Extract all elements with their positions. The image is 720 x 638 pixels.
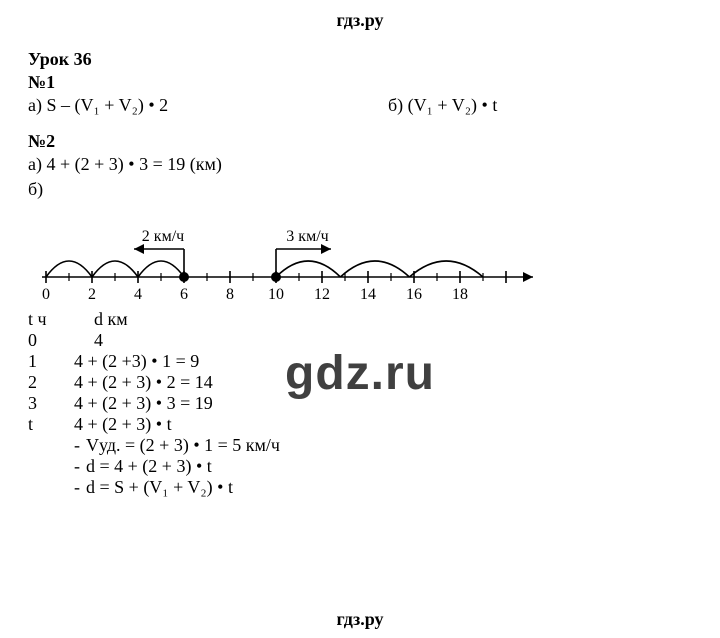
results-block: - Vуд. = (2 + 3) • 1 = 5 км/ч - d = 4 + …: [28, 435, 692, 498]
svg-text:2: 2: [88, 286, 96, 303]
svg-text:14: 14: [360, 286, 376, 303]
dash: -: [28, 435, 86, 456]
task2-num: №2: [28, 131, 692, 152]
task1-a-expr: S – (V₁ + V₂) • 2: [46, 95, 168, 115]
table-cell-d: 4 + (2 + 3) • t: [74, 414, 692, 435]
table-cell-t: 1: [28, 351, 74, 372]
svg-text:4: 4: [134, 286, 142, 303]
task1-a-label: а): [28, 95, 42, 115]
table-row: 34 + (2 + 3) • 3 = 19: [28, 393, 692, 414]
svg-text:8: 8: [226, 286, 234, 303]
svg-text:12: 12: [314, 286, 330, 303]
svg-text:3 км/ч: 3 км/ч: [286, 228, 328, 245]
svg-text:18: 18: [452, 286, 468, 303]
table-row: 04: [28, 330, 692, 351]
svg-text:6: 6: [180, 286, 188, 303]
lesson-title: Урок 36: [28, 49, 692, 70]
svg-text:16: 16: [406, 286, 422, 303]
table-row: 24 + (2 + 3) • 2 = 14: [28, 372, 692, 393]
dash: -: [28, 456, 86, 477]
task1-row: а) S – (V₁ + V₂) • 2 б) (V₁ + V₂) • t: [28, 93, 692, 117]
number-line-diagram: 0 2 4 6 8 10 12 14 16 18 2 км/ч 3 км/ч: [28, 207, 692, 307]
task2-a-label: а): [28, 154, 42, 174]
task2-a-expr: 4 + (2 + 3) • 3 = 19 (км): [46, 154, 221, 174]
svg-text:10: 10: [268, 286, 284, 303]
table-row: 14 + (2 +3) • 1 = 9: [28, 351, 692, 372]
site-header: гдз.ру: [28, 10, 692, 31]
task1-num: №1: [28, 72, 692, 93]
result-line-1: Vуд. = (2 + 3) • 1 = 5 км/ч: [86, 435, 692, 456]
table-cell-d: 4 + (2 +3) • 1 = 9: [74, 351, 692, 372]
task1-b-label: б): [388, 95, 403, 115]
table-cell-t: 0: [28, 330, 74, 351]
table-cell-t: 3: [28, 393, 74, 414]
svg-text:0: 0: [42, 286, 50, 303]
dash: -: [28, 477, 86, 498]
table-row: t4 + (2 + 3) • t: [28, 414, 692, 435]
table-cell-d: 4 + (2 + 3) • 3 = 19: [74, 393, 692, 414]
distance-table: t ч d км 0414 + (2 +3) • 1 = 924 + (2 + …: [28, 309, 692, 435]
task1-b-expr: (V₁ + V₂) • t: [408, 95, 498, 115]
footer-watermark: гдз.ру: [336, 609, 383, 630]
svg-text:2 км/ч: 2 км/ч: [142, 228, 184, 245]
table-cell-d: 4: [74, 330, 692, 351]
table-header-d: d км: [74, 309, 692, 330]
result-line-2: d = 4 + (2 + 3) • t: [86, 456, 692, 477]
table-cell-t: t: [28, 414, 74, 435]
table-cell-t: 2: [28, 372, 74, 393]
result-line-3: d = S + (V₁ + V₂) • t: [86, 477, 692, 498]
table-header-t: t ч: [28, 309, 74, 330]
table-cell-d: 4 + (2 + 3) • 2 = 14: [74, 372, 692, 393]
task2-b-label: б): [28, 179, 43, 199]
